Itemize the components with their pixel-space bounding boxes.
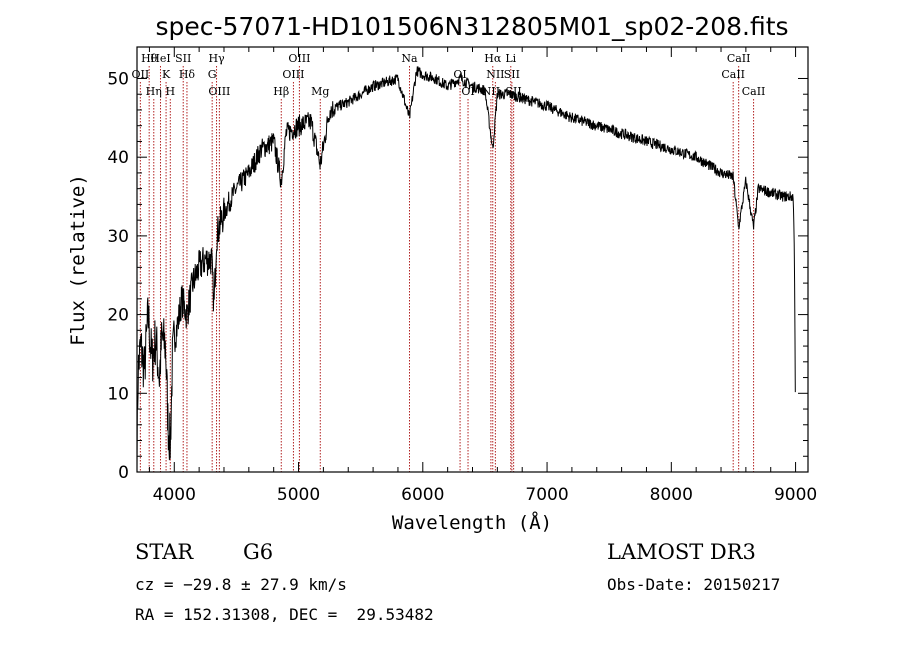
plot-frame <box>136 46 809 473</box>
survey-name: LAMOST DR3 <box>607 540 756 564</box>
object-subclass: G6 <box>243 540 274 564</box>
spectral-line-label: OIII <box>208 85 230 98</box>
sky-coordinates: RA = 152.31308, DEC = 29.53482 <box>135 605 434 624</box>
redshift-value: cz = −29.8 ± 27.9 km/s <box>135 575 347 594</box>
y-axis-ticks: 0 10 20 30 40 50 <box>107 69 808 483</box>
spectral-line-label: CaII <box>742 85 766 98</box>
x-tick-label: 8000 <box>650 485 693 505</box>
y-tick-label: 0 <box>118 463 129 483</box>
x-tick-label: 6000 <box>401 485 444 505</box>
spectral-line-label: Na <box>401 52 418 65</box>
spectral-line-label: Hα <box>484 52 502 65</box>
spectral-line-label: CaII <box>727 52 751 65</box>
y-tick-label: 20 <box>107 306 129 326</box>
spectral-line-label: OII <box>131 68 149 81</box>
y-tick-label: 30 <box>107 227 129 247</box>
spectral-line-label: K <box>162 68 171 81</box>
spectral-line-label: NII <box>482 85 500 98</box>
spectral-line-markers <box>139 66 755 472</box>
x-axis-label: Wavelength (Å) <box>392 511 552 534</box>
y-tick-label: 50 <box>107 69 129 89</box>
spectral-line-label: OI <box>461 85 474 98</box>
x-axis-ticks: 4000 5000 6000 7000 8000 9000 <box>148 47 817 505</box>
object-class: STAR <box>135 540 194 564</box>
spectral-line-label: CaII <box>721 68 745 81</box>
spectral-line-label: Hθ <box>141 52 158 65</box>
chart-title: spec-57071-HD101506N312805M01_sp02-208.f… <box>155 12 788 41</box>
spectral-line-label: NII <box>486 68 504 81</box>
spectral-line-label: OIII <box>282 68 304 81</box>
observation-date: Obs-Date: 20150217 <box>607 575 781 594</box>
spectral-line-label: H <box>166 85 176 98</box>
spectral-line-label: G <box>208 68 217 81</box>
spectral-line-label: SII <box>175 52 191 65</box>
spectral-line-label: Hη <box>146 85 162 98</box>
x-tick-label: 7000 <box>525 485 568 505</box>
spectral-line-label: Hγ <box>208 52 225 65</box>
x-tick-label: 9000 <box>774 485 817 505</box>
x-tick-label: 5000 <box>277 485 320 505</box>
spectral-line-label: Mg <box>311 85 329 98</box>
spectral-line-label: Hδ <box>179 68 196 81</box>
spectral-line-labels: Hθ OII Hη HeI KH SII Hδ OIII Hγ G Hβ OIII OIII Mg Na OI… <box>131 52 765 98</box>
spectrum-trace <box>136 66 796 469</box>
y-axis-label: Flux (relative) <box>67 174 89 346</box>
y-tick-label: 10 <box>107 384 129 404</box>
y-tick-label: 40 <box>107 148 129 168</box>
spectral-line-label: HeI <box>150 52 170 65</box>
spectral-line-label: OIII <box>288 52 310 65</box>
spectral-line-label: Hβ <box>273 85 289 98</box>
spectral-line-label: Li <box>505 52 516 65</box>
spectral-line-label: SII <box>504 68 520 81</box>
x-tick-label: 4000 <box>153 485 196 505</box>
